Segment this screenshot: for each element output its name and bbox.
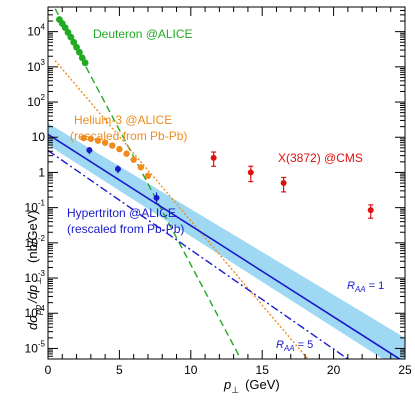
helium-point: [109, 142, 116, 149]
raa1-r: R: [347, 280, 355, 292]
hypertriton-label-line1: Hypertriton @ALICE: [67, 206, 176, 220]
helium-label-line2: (rescaled from Pb-Pb): [70, 129, 187, 143]
y-tick-label-base: 1: [38, 165, 45, 179]
y-tick-label-exponent: 3: [41, 58, 46, 67]
y-axis-title: dσpp/dp⊥ (nb/GeV): [25, 210, 43, 330]
hypertriton-point: [153, 194, 160, 201]
x3872-label: X(3872) @CMS: [278, 151, 363, 165]
deuteron-point: [67, 33, 75, 41]
y-tick-label: 102: [27, 93, 45, 109]
raa5-value: = 5: [295, 339, 314, 351]
y-tick-label: 1: [38, 165, 45, 179]
y-axis-pp: pp: [33, 305, 43, 316]
y-tick-label: 10: [32, 130, 46, 144]
y-tick-label: 10-2: [25, 234, 46, 250]
y-tick-label-exponent: 4: [41, 23, 46, 32]
helium-point: [130, 156, 137, 163]
y-tick-label-exponent: -2: [38, 234, 46, 243]
x3872-point: [210, 154, 217, 161]
y-tick-label-base: 10: [25, 341, 39, 355]
y-tick-label-exponent: -3: [38, 269, 46, 278]
x3872-point: [367, 207, 374, 214]
deuteron-point: [73, 43, 80, 51]
raa1-line: [48, 133, 402, 359]
helium-point: [137, 164, 145, 171]
y-tick-label-base: 10: [32, 130, 46, 144]
hypertriton-point: [114, 166, 121, 173]
deuteron-point: [78, 54, 86, 62]
raa1-value: = 1: [366, 280, 385, 292]
raa5-r: R: [276, 339, 284, 351]
y-axis-dsigma: dσ: [25, 314, 40, 330]
y-tick-label-base: 10: [27, 60, 41, 74]
deuteron-point: [70, 38, 78, 46]
y-tick-label-exponent: -4: [38, 304, 46, 313]
x-tick-label: 25: [398, 363, 412, 377]
y-tick-label-exponent: -5: [38, 339, 46, 348]
plot-content: 0 5 10 15 20 2510-510-410-310-210-11101021031…: [25, 6, 412, 377]
deuteron-label: Deuteron @ALICE: [93, 27, 193, 41]
y-tick-label: 10-4: [25, 304, 46, 320]
x-axis-unit: (GeV): [245, 377, 280, 392]
helium-point: [101, 139, 109, 146]
raa1-sub: AA: [354, 285, 366, 294]
hypertriton-label-line2: (rescaled from Pb-Pb): [67, 222, 184, 236]
plot-body: [48, 8, 405, 359]
hypertriton-point: [86, 147, 93, 154]
y-tick-label: 103: [27, 58, 45, 74]
x3872-point: [280, 180, 287, 187]
helium-point: [87, 135, 95, 143]
y-tick-label-base: 10: [25, 236, 39, 250]
y-tick-label-base: 10: [25, 201, 39, 215]
y-tick-label-exponent: -1: [38, 199, 46, 208]
raa1-uncertainty-band: [48, 123, 405, 359]
x-tick-label: 10: [184, 363, 198, 377]
y-tick-label-base: 10: [25, 271, 39, 285]
raa5-label: RAA = 5: [276, 339, 313, 353]
helium-point: [94, 137, 102, 144]
x3872-point: [247, 169, 254, 176]
helium-point: [123, 150, 130, 157]
raa5-sub: AA: [283, 344, 295, 353]
y-tick-label-exponent: 2: [41, 93, 46, 102]
helium-point: [144, 172, 152, 180]
y-axis-dp: /dp: [25, 285, 40, 304]
raa5-line: [48, 149, 349, 359]
y-axis-unit: (nb/GeV): [25, 210, 40, 263]
x-tick-label: 5: [116, 363, 123, 377]
x-axis-title: p⊥ (GeV): [223, 377, 280, 395]
y-tick-label-base: 10: [25, 306, 39, 320]
helium-fit-line: [54, 60, 309, 359]
x-axis-perp: ⊥: [231, 385, 239, 395]
y-axis-perp: ⊥: [33, 277, 43, 285]
x-tick-label: 0: [45, 363, 52, 377]
x-tick-label: 15: [256, 363, 270, 377]
y-tick-label: 10-5: [25, 339, 46, 355]
x-tick-label: 20: [327, 363, 341, 377]
helium-point: [80, 134, 87, 142]
helium-label-line1: Helium-3 @ALICE: [74, 113, 172, 127]
deuteron-point: [81, 59, 89, 67]
x-axis-p: p: [223, 377, 231, 392]
y-tick-label: 10-3: [25, 269, 46, 285]
raa1-label: RAA = 1: [347, 280, 384, 294]
y-tick-label-base: 10: [27, 25, 41, 39]
y-tick-label: 10-1: [25, 199, 46, 215]
deuteron-point: [76, 48, 83, 56]
deuteron-fit-line: [54, 8, 242, 359]
y-tick-label: 104: [27, 23, 45, 39]
y-tick-label-base: 10: [27, 95, 41, 109]
helium-point: [116, 145, 123, 153]
